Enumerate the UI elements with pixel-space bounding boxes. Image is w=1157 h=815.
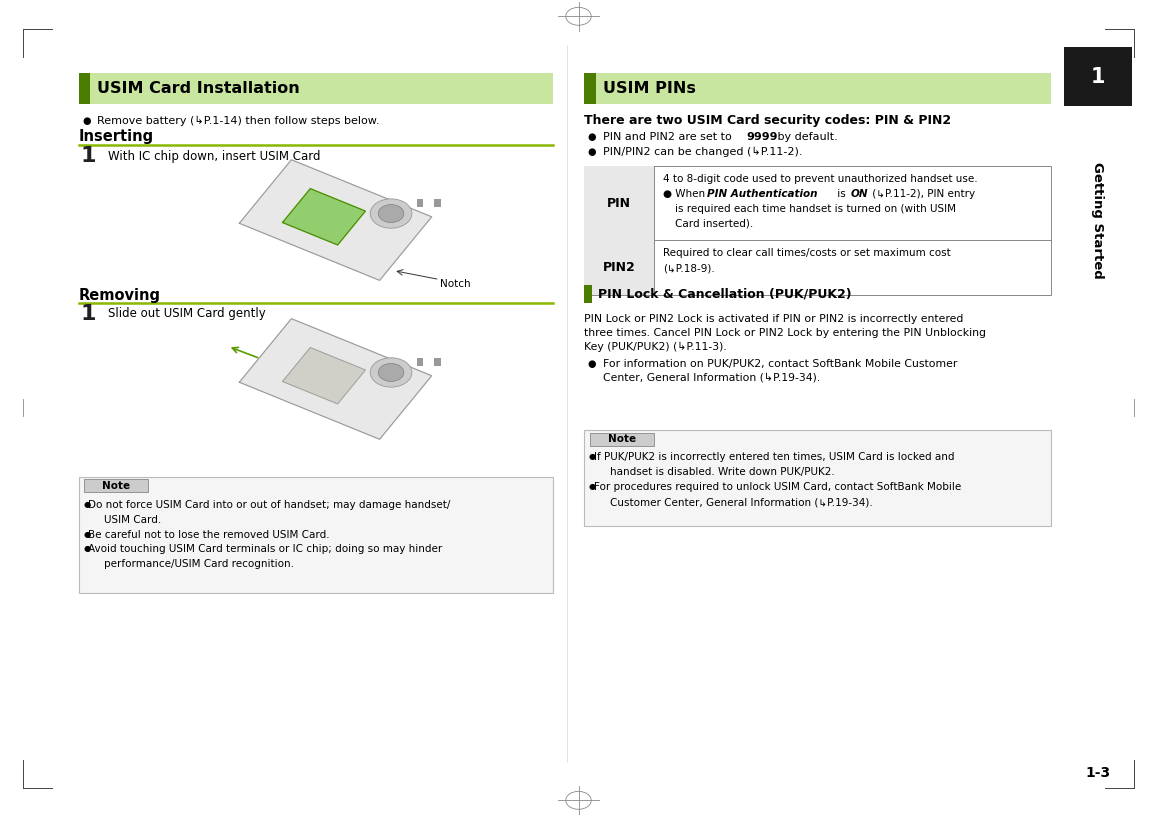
Text: PIN and PIN2 are set to: PIN and PIN2 are set to: [603, 132, 735, 142]
Text: Notch: Notch: [440, 279, 470, 289]
Text: ● When: ● When: [663, 189, 708, 199]
Text: ●: ●: [82, 116, 90, 126]
Text: 1: 1: [81, 147, 96, 166]
Polygon shape: [239, 160, 432, 280]
Circle shape: [378, 205, 404, 222]
Bar: [79, 73, 90, 104]
Bar: [584, 166, 654, 240]
Text: 1: 1: [81, 304, 96, 324]
Bar: [584, 73, 596, 104]
Text: Key (PUK/PUK2) (↳P.11-3).: Key (PUK/PUK2) (↳P.11-3).: [584, 341, 727, 352]
Bar: [1064, 47, 1132, 106]
Text: There are two USIM Card security codes: PIN & PIN2: There are two USIM Card security codes: …: [584, 114, 951, 127]
Text: ●: ●: [588, 132, 596, 142]
Text: Note: Note: [102, 481, 131, 491]
Text: is required each time handset is turned on (with USIM: is required each time handset is turned …: [675, 204, 956, 214]
Text: ●: ●: [83, 500, 90, 509]
Text: three times. Cancel PIN Lock or PIN2 Lock by entering the PIN Unblocking: three times. Cancel PIN Lock or PIN2 Loc…: [584, 328, 986, 337]
Circle shape: [370, 358, 412, 387]
Text: Inserting: Inserting: [79, 130, 154, 144]
Text: PIN2: PIN2: [603, 261, 635, 274]
Text: Customer Center, General Information (↳P.19-34).: Customer Center, General Information (↳P…: [610, 498, 872, 508]
Bar: [584, 240, 654, 295]
Text: PIN Authentication: PIN Authentication: [707, 189, 818, 199]
Circle shape: [378, 363, 404, 381]
Text: USIM Card.: USIM Card.: [104, 515, 161, 525]
Text: For information on PUK/PUK2, contact SoftBank Mobile Customer: For information on PUK/PUK2, contact Sof…: [603, 359, 957, 368]
Bar: [79, 477, 553, 593]
Text: Note: Note: [607, 434, 636, 444]
Text: For procedures required to unlock USIM Card, contact SoftBank Mobile: For procedures required to unlock USIM C…: [594, 482, 960, 492]
Text: Remove battery (↳P.1-14) then follow steps below.: Remove battery (↳P.1-14) then follow ste…: [97, 116, 379, 126]
Text: PIN: PIN: [607, 196, 631, 209]
Text: ●: ●: [588, 359, 596, 368]
Text: ON: ON: [850, 189, 868, 199]
Text: Be careful not to lose the removed USIM Card.: Be careful not to lose the removed USIM …: [88, 530, 330, 540]
Text: USIM Card Installation: USIM Card Installation: [97, 82, 300, 96]
Bar: [84, 479, 148, 492]
Bar: [417, 199, 423, 207]
Text: PIN Lock & Cancellation (PUK/PUK2): PIN Lock & Cancellation (PUK/PUK2): [598, 288, 852, 301]
Bar: [584, 73, 1051, 104]
Text: (↳P.18-9).: (↳P.18-9).: [663, 263, 715, 273]
Text: 1: 1: [1091, 67, 1105, 86]
Bar: [417, 358, 423, 366]
Text: PIN/PIN2 can be changed (↳P.11-2).: PIN/PIN2 can be changed (↳P.11-2).: [603, 147, 802, 156]
Text: ●: ●: [589, 452, 596, 460]
Text: Card inserted).: Card inserted).: [675, 218, 753, 228]
Polygon shape: [282, 188, 366, 245]
Text: If PUK/PUK2 is incorrectly entered ten times, USIM Card is locked and: If PUK/PUK2 is incorrectly entered ten t…: [594, 452, 955, 461]
Text: (↳P.11-2), PIN entry: (↳P.11-2), PIN entry: [869, 189, 975, 199]
Bar: [434, 358, 441, 366]
Polygon shape: [239, 319, 432, 439]
Text: USIM PINs: USIM PINs: [603, 82, 695, 96]
Bar: [584, 285, 592, 303]
Text: Do not force USIM Card into or out of handset; may damage handset/: Do not force USIM Card into or out of ha…: [88, 500, 450, 510]
Text: ●: ●: [589, 482, 596, 491]
Text: 1-3: 1-3: [1085, 765, 1111, 780]
Text: Slide out USIM Card gently: Slide out USIM Card gently: [108, 307, 265, 320]
Text: Getting Started: Getting Started: [1091, 161, 1105, 279]
Text: Required to clear call times/costs or set maximum cost: Required to clear call times/costs or se…: [663, 249, 951, 258]
Text: Avoid touching USIM Card terminals or IC chip; doing so may hinder: Avoid touching USIM Card terminals or IC…: [88, 544, 442, 554]
Text: ●: ●: [83, 530, 90, 539]
Text: handset is disabled. Write down PUK/PUK2.: handset is disabled. Write down PUK/PUK2…: [610, 467, 834, 477]
Text: PIN Lock or PIN2 Lock is activated if PIN or PIN2 is incorrectly entered: PIN Lock or PIN2 Lock is activated if PI…: [584, 314, 964, 324]
Text: by default.: by default.: [774, 132, 838, 142]
Bar: [584, 166, 1051, 295]
Text: is: is: [834, 189, 849, 199]
Circle shape: [370, 199, 412, 228]
Text: With IC chip down, insert USIM Card: With IC chip down, insert USIM Card: [108, 150, 320, 163]
Polygon shape: [282, 347, 366, 404]
Text: Removing: Removing: [79, 288, 161, 302]
Text: ●: ●: [83, 544, 90, 553]
Text: 4 to 8-digit code used to prevent unauthorized handset use.: 4 to 8-digit code used to prevent unauth…: [663, 174, 978, 184]
Text: performance/USIM Card recognition.: performance/USIM Card recognition.: [104, 559, 294, 569]
Bar: [79, 73, 553, 104]
Text: 9999: 9999: [746, 132, 778, 142]
Text: Center, General Information (↳P.19-34).: Center, General Information (↳P.19-34).: [603, 372, 820, 382]
Bar: [590, 433, 654, 446]
Bar: [434, 199, 441, 207]
Text: ●: ●: [588, 147, 596, 156]
Bar: [584, 430, 1051, 526]
